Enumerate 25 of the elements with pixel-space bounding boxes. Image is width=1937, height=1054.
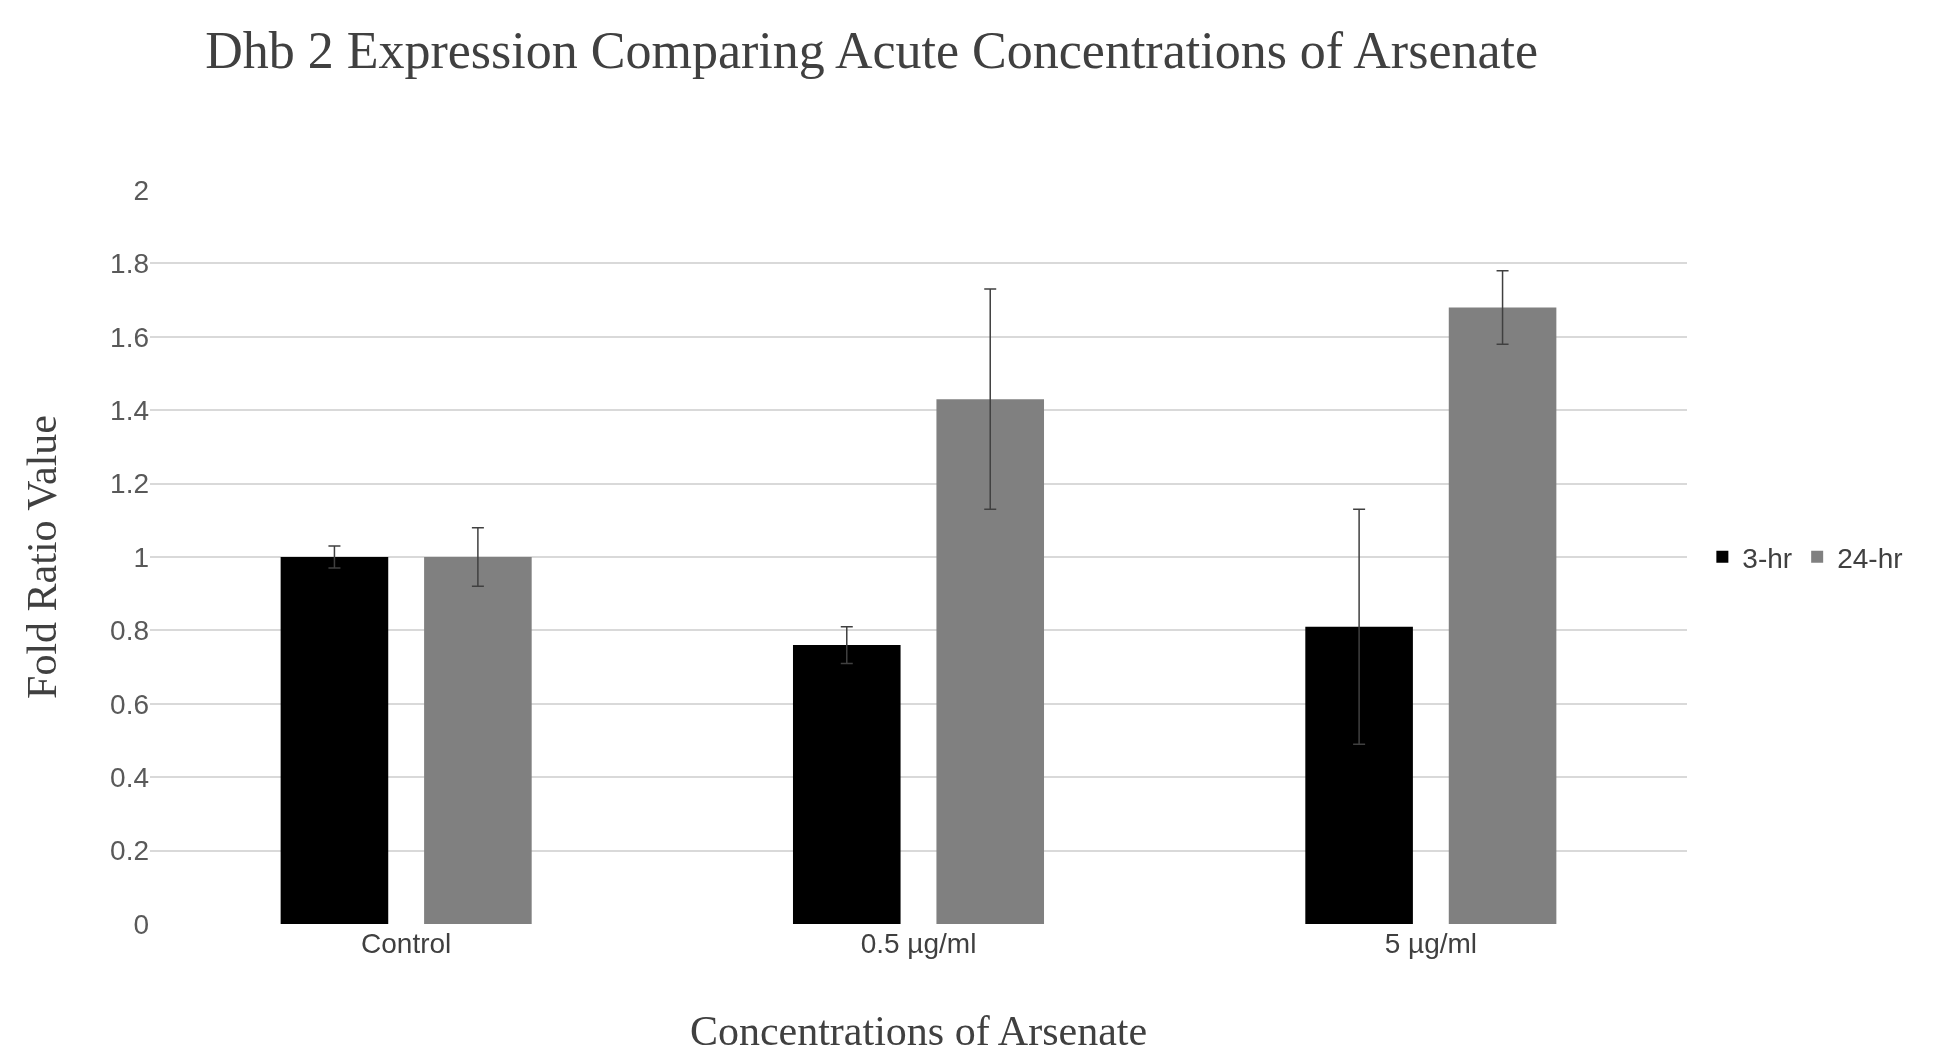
y-tick-label: 0 <box>133 908 149 940</box>
bar <box>1305 626 1413 924</box>
bar <box>1448 307 1557 924</box>
y-tick-label: 1.4 <box>110 395 149 426</box>
bar <box>424 557 532 924</box>
legend-label: 24-hr <box>1837 542 1903 574</box>
x-tick-label: 5 µg/ml <box>1384 928 1478 959</box>
y-tick-label: 0.8 <box>110 615 149 647</box>
y-tick-label: 1.2 <box>110 468 149 500</box>
x-tick-label: 0.5 µg/ml <box>860 928 977 959</box>
chart-title: Dhb 2 Expression Comparing Acute Concentrations of Arsenate <box>205 22 1539 80</box>
y-tick-label: 1 <box>133 541 149 573</box>
y-tick-label: 1.8 <box>110 248 149 280</box>
y-axis-title: Fold Ratio Value <box>19 415 65 699</box>
y-tick-label: 0.2 <box>110 835 149 867</box>
legend-label: 3-hr <box>1742 542 1793 574</box>
bar <box>936 399 1045 924</box>
y-tick-label: 2 <box>133 174 149 206</box>
y-tick-label: 0.6 <box>110 688 149 720</box>
y-tick-label: 0.4 <box>110 762 149 793</box>
x-tick-label: Control <box>361 928 452 959</box>
x-axis-title: Concentrations of Arsenate <box>689 1008 1148 1054</box>
bar <box>792 645 901 924</box>
bar <box>280 557 389 924</box>
y-tick-label: 1.6 <box>110 321 149 353</box>
